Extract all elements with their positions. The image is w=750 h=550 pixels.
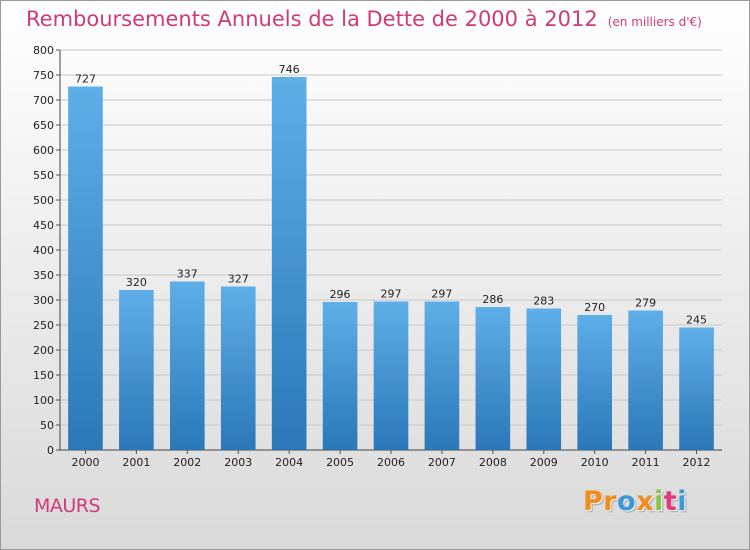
y-tick-label: 150 [33, 369, 54, 382]
x-tick-label-2008: 2008 [479, 456, 507, 469]
y-tick-label: 800 [33, 44, 54, 57]
y-tick-label: 200 [33, 344, 54, 357]
y-tick-label: 750 [33, 69, 54, 82]
y-tick-label: 550 [33, 169, 54, 182]
x-tick-label-2002: 2002 [173, 456, 201, 469]
data-label-2006: 297 [381, 288, 402, 301]
x-tick-label-2004: 2004 [275, 456, 303, 469]
logo-letter: o [617, 486, 637, 517]
data-label-2010: 270 [584, 301, 605, 314]
y-tick-label: 250 [33, 319, 54, 332]
data-label-2011: 279 [635, 297, 656, 310]
chart-title-text: Remboursements Annuels de la Dette de 20… [26, 7, 598, 31]
data-label-2012: 245 [686, 314, 707, 327]
x-tick-label-2012: 2012 [683, 456, 711, 469]
x-tick-label-2003: 2003 [224, 456, 252, 469]
bar-2004 [271, 77, 307, 450]
bar-2011 [628, 310, 663, 450]
data-label-2001: 320 [126, 276, 147, 289]
chart-unit: (en milliers d'€) [607, 15, 702, 29]
data-label-2000: 727 [75, 73, 96, 86]
bar-2007 [424, 301, 460, 450]
data-labels: 727 320 337 327 746 296 297 297 286 283 270 279 245 [75, 63, 707, 327]
x-tick-label-2001: 2001 [122, 456, 150, 469]
logo-letter: i [654, 486, 664, 517]
x-tick-label-2011: 2011 [632, 456, 660, 469]
logo-letter: i [677, 486, 688, 517]
chart-title: Remboursements Annuels de la Dette de 20… [26, 7, 702, 31]
axes: 0 50 100 150 200 250 300 350 400 450 500 550 600 650 7… [33, 44, 722, 469]
bar-2008 [475, 307, 511, 450]
logo-letter: t [663, 486, 678, 517]
bar-2010 [577, 315, 613, 450]
logo-letter: P [583, 486, 604, 517]
x-tick-label-2005: 2005 [326, 456, 354, 469]
bar-2001 [119, 290, 154, 450]
data-label-2007: 297 [431, 288, 452, 301]
bar-2005 [322, 302, 358, 450]
data-label-2004: 746 [279, 63, 300, 76]
bar-2009 [526, 308, 562, 450]
bar-2012 [679, 327, 714, 450]
bar-2000 [68, 86, 103, 450]
x-tick-label-2009: 2009 [530, 456, 558, 469]
data-label-2003: 327 [228, 273, 249, 286]
commune-name: MAURS [34, 495, 101, 517]
bar-2002 [169, 281, 205, 450]
logo-letter: x [636, 486, 655, 517]
y-tick-label: 100 [33, 394, 54, 407]
bars [68, 77, 714, 450]
data-label-2008: 286 [482, 293, 503, 306]
y-tick-label: 400 [33, 244, 54, 257]
bar-2006 [373, 301, 409, 450]
y-tick-label: 700 [33, 94, 54, 107]
y-tick-label: 650 [33, 119, 54, 132]
x-tick-label-2010: 2010 [581, 456, 609, 469]
data-label-2002: 337 [177, 268, 198, 281]
logo-letter: r [603, 486, 618, 517]
y-tick-label: 50 [40, 419, 54, 432]
x-tick-label-2006: 2006 [377, 456, 405, 469]
y-tick-label: 0 [47, 444, 54, 457]
data-label-2005: 296 [330, 288, 351, 301]
y-tick-label: 450 [33, 219, 54, 232]
y-tick-label: 350 [33, 269, 54, 282]
y-tick-label: 500 [33, 194, 54, 207]
proxiti-logo[interactable]: Proxiti [583, 486, 687, 517]
bar-2003 [220, 286, 256, 450]
y-tick-label: 300 [33, 294, 54, 307]
x-tick-label-2000: 2000 [71, 456, 99, 469]
y-tick-label: 600 [33, 144, 54, 157]
x-tick-label-2007: 2007 [428, 456, 456, 469]
data-label-2009: 283 [533, 295, 554, 308]
